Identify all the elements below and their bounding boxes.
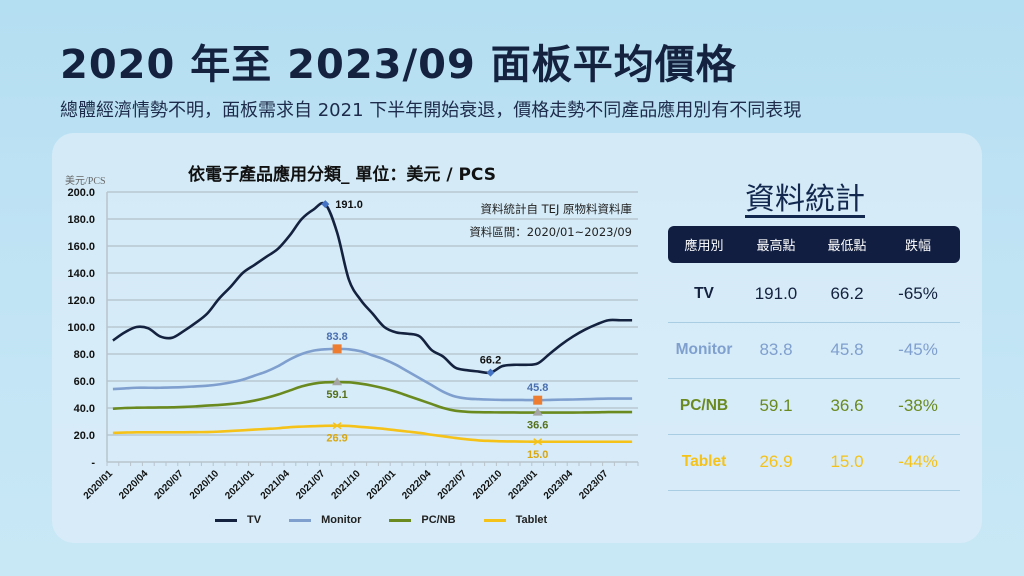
header-high: 最高點 <box>756 239 796 254</box>
x-marker-icon <box>332 422 342 430</box>
triangle-marker-icon <box>332 377 343 386</box>
app-name: TV <box>694 285 714 302</box>
high-value: 83.8 <box>759 340 793 359</box>
y-tick-label: 200.0 <box>67 187 95 199</box>
data-label: 15.0 <box>527 449 548 461</box>
data-label: 45.8 <box>527 382 548 394</box>
legend-swatch-icon <box>389 518 412 522</box>
low-value: 66.2 <box>830 284 864 303</box>
legend-item-tablet: Tablet <box>483 514 548 526</box>
square-marker-icon <box>533 395 543 405</box>
app-name: PC/NB <box>679 397 729 414</box>
legend-swatch-icon <box>289 518 312 522</box>
series-line-tablet <box>112 424 633 444</box>
header-application: 應用別 <box>684 239 724 254</box>
header-drop: 跌幅 <box>904 239 931 254</box>
data-label: 26.9 <box>326 433 347 445</box>
content-panel <box>52 133 982 543</box>
y-tick-label: 180.0 <box>67 214 95 226</box>
y-tick-label: 20.0 <box>74 430 95 442</box>
y-tick-label: 160.0 <box>67 241 95 253</box>
legend: TV Monitor PC/NB Tablet <box>215 514 547 526</box>
drop-value: -38% <box>898 396 938 415</box>
low-value: 15.0 <box>830 452 864 471</box>
x-tick-label: 2021/10 <box>329 468 363 502</box>
y-tick-label: 40.0 <box>74 403 95 415</box>
legend-label: PC/NB <box>421 514 456 526</box>
square-marker-icon <box>332 344 342 354</box>
y-tick-label: 80.0 <box>74 349 95 361</box>
series-line-monitor <box>112 347 633 402</box>
stats-row: Monitor 83.8 45.8 -45% <box>668 322 960 379</box>
legend-item-pcnb: PC/NB <box>389 514 456 526</box>
legend-swatch-icon <box>215 518 237 522</box>
stats-title: 資料統計 <box>745 182 865 217</box>
header-low: 最低點 <box>827 239 867 254</box>
page-subtitle: 總體經濟情勢不明，面板需求自 2021 下半年開始衰退，價格走勢不同產品應用別有… <box>60 100 802 121</box>
legend-label: Tablet <box>515 514 548 526</box>
y-axis-unit-label: 美元/PCS <box>65 176 106 187</box>
y-tick-label: 140.0 <box>67 268 95 280</box>
diamond-marker-icon <box>486 368 495 377</box>
y-tick-label: 60.0 <box>74 376 95 388</box>
legend-label: Monitor <box>321 514 362 526</box>
x-tick-label: 2023/04 <box>542 468 576 502</box>
data-label: 59.1 <box>326 389 347 401</box>
chart-title: 依電子產品應用分類_ 單位：美元 / PCS <box>188 165 496 185</box>
drop-value: -44% <box>898 452 938 471</box>
high-value: 191.0 <box>754 284 798 303</box>
x-tick-label: 2021/07 <box>294 468 328 502</box>
legend-swatch-icon <box>483 518 506 522</box>
low-value: 36.6 <box>830 396 864 415</box>
x-tick-label: 2020/07 <box>152 468 186 502</box>
x-tick-label: 2020/01 <box>82 468 116 502</box>
app-name: Monitor <box>675 341 733 358</box>
x-marker-icon <box>533 438 543 446</box>
page-title: 2020 年至 2023/09 面板平均價格 <box>60 42 737 88</box>
x-tick-label: 2021/01 <box>223 468 257 502</box>
data-label: 66.2 <box>480 355 501 367</box>
stats-table-header: 應用別 最高點 最低點 跌幅 <box>668 226 960 263</box>
x-tick-label: 2022/10 <box>471 468 505 502</box>
data-label: 83.8 <box>326 331 347 343</box>
app-name: Tablet <box>681 453 727 470</box>
legend-item-tv: TV <box>215 514 261 526</box>
drop-value: -65% <box>898 284 938 303</box>
data-label: 191.0 <box>335 199 363 211</box>
y-tick-label: 120.0 <box>67 295 95 307</box>
x-tick-label: 2023/01 <box>506 468 540 502</box>
x-tick-label: 2023/07 <box>577 468 611 502</box>
data-label: 36.6 <box>527 420 548 432</box>
high-value: 26.9 <box>759 452 793 471</box>
y-tick-label: - <box>91 457 95 469</box>
x-tick-label: 2022/01 <box>365 468 399 502</box>
x-tick-label: 2022/04 <box>400 468 434 502</box>
triangle-marker-icon <box>532 407 543 416</box>
series-line-pcnb <box>112 380 633 414</box>
stats-row: TV 191.0 66.2 -65% <box>668 266 960 323</box>
low-value: 45.8 <box>830 340 864 359</box>
x-tick-label: 2021/04 <box>259 468 293 502</box>
x-tick-label: 2020/10 <box>188 468 222 502</box>
source-note: 資料統計自 TEJ 原物料資料庫 <box>480 202 633 216</box>
legend-label: TV <box>247 514 262 526</box>
x-tick-label: 2020/04 <box>117 468 151 502</box>
y-tick-label: 100.0 <box>67 322 95 334</box>
legend-item-monitor: Monitor <box>289 514 361 526</box>
stats-row: Tablet 26.9 15.0 -44% <box>668 434 960 491</box>
x-tick-label: 2022/07 <box>436 468 470 502</box>
range-note: 資料區間：2020/01~2023/09 <box>469 225 632 239</box>
stats-row: PC/NB 59.1 36.6 -38% <box>668 378 960 435</box>
series-line-tv <box>112 201 633 375</box>
high-value: 59.1 <box>759 396 793 415</box>
drop-value: -45% <box>898 340 938 359</box>
diamond-marker-icon <box>321 200 330 209</box>
